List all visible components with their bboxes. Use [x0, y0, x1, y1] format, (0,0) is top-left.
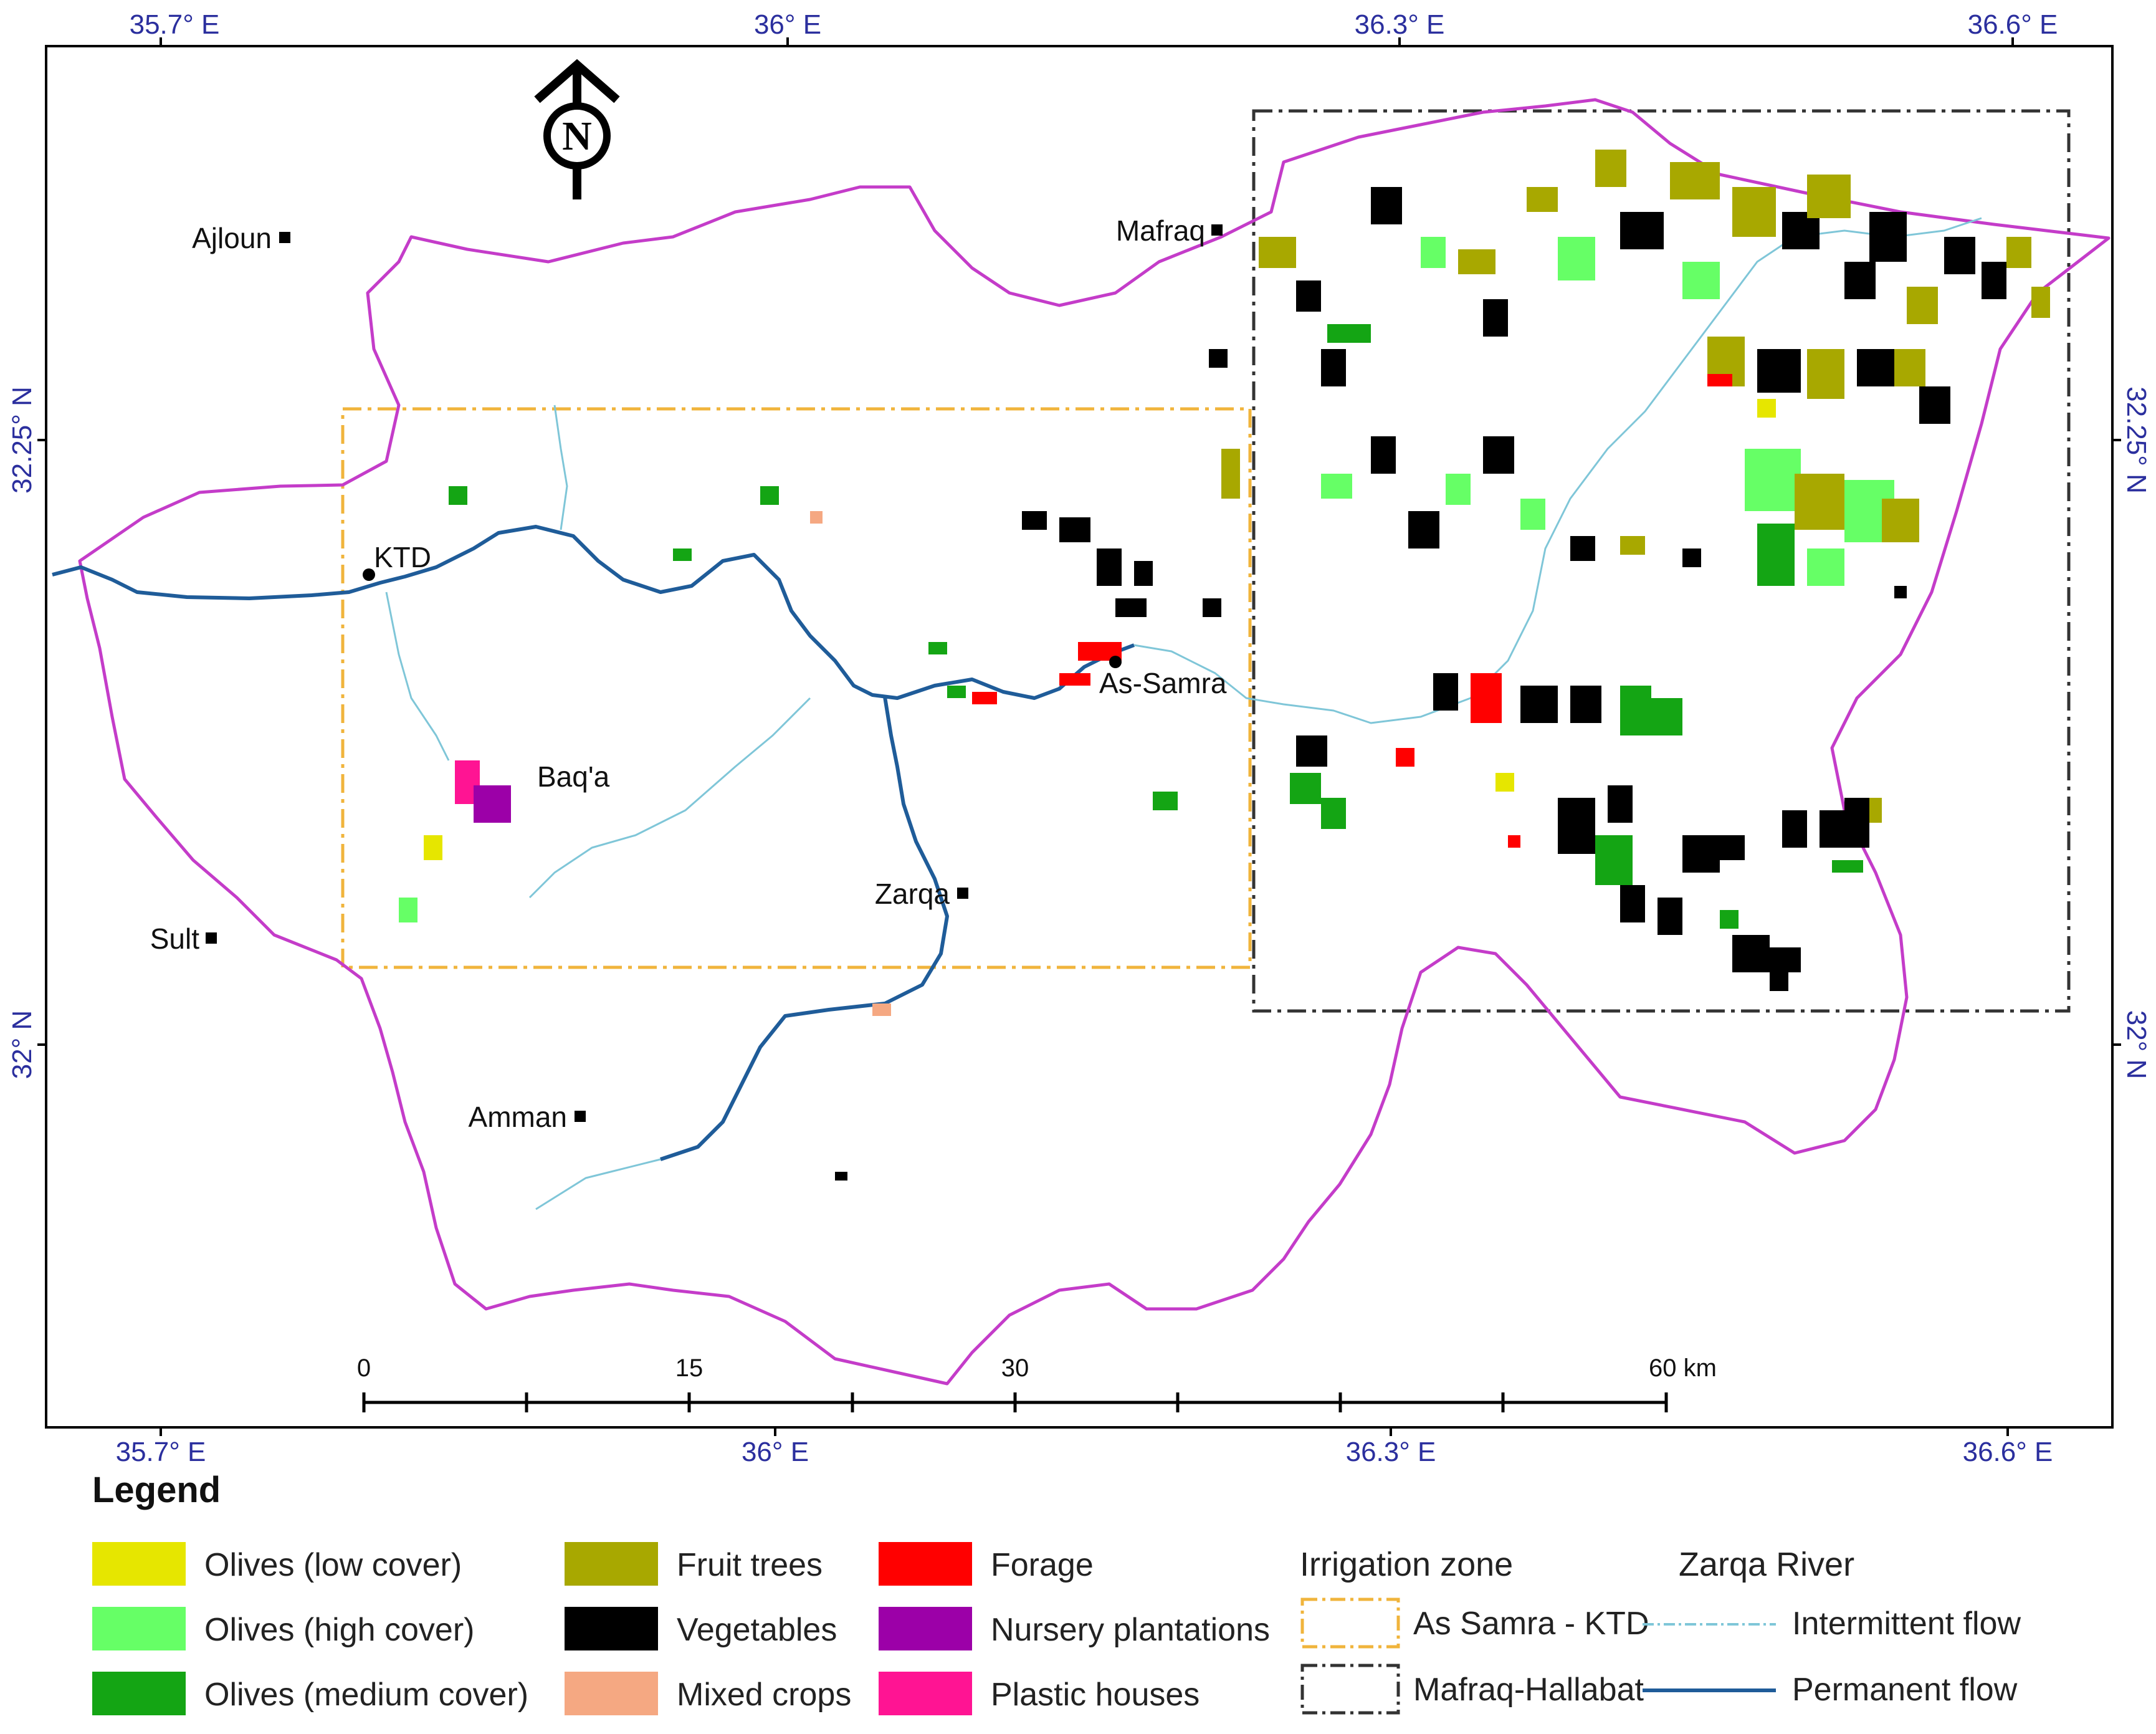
legend-swatch-forage [879, 1542, 972, 1586]
city-sult: Sult [150, 922, 217, 955]
legend-swatch-vegetables [565, 1607, 658, 1650]
city-as-samra: As-Samra [1099, 656, 1227, 699]
legend-title: Legend [92, 1470, 221, 1510]
city-mafraq-label: Mafraq [1116, 214, 1205, 247]
legend-heading-zarqa-river: Zarqa River [1679, 1546, 1854, 1583]
legend-swatch-olives-high [92, 1607, 186, 1650]
coord-bottom-3: 36.3° E [1346, 1437, 1436, 1467]
mafraq-hallabat-zone [1252, 109, 2071, 1013]
zarqa-intermittent-flow [385, 217, 1982, 1210]
legend-heading-irrigation-zone: Irrigation zone [1300, 1546, 1513, 1583]
coord-right-1: 32.25° N [2121, 386, 2152, 494]
legend-label-plastic-houses: Plastic houses [991, 1677, 1200, 1713]
legend-label-olives-low: Olives (low cover) [204, 1547, 462, 1583]
legend-swatch-as-samra-ktd [1300, 1597, 1400, 1649]
city-ajloun: Ajloun [192, 222, 290, 254]
scale-label-30: 30 [1001, 1354, 1029, 1382]
legend-label-vegetables: Vegetables [677, 1612, 837, 1648]
scale-label-60: 60 km [1649, 1354, 1717, 1382]
coord-bottom-1: 35.7° E [116, 1437, 206, 1467]
coord-left-2: 32° N [7, 1010, 37, 1080]
legend-label-as-samra-ktd: As Samra - KTD [1413, 1606, 1649, 1642]
coord-top-1: 35.7° E [130, 9, 220, 40]
city-amman: Amman [469, 1101, 586, 1133]
legend-label-forage: Forage [991, 1547, 1094, 1583]
legend-label-intermittent: Intermittent flow [1792, 1606, 2021, 1642]
legend-swatch-mixed-crops [565, 1672, 658, 1715]
city-zarqa-label: Zarqa [875, 878, 950, 910]
north-arrow-letter: N [562, 113, 592, 159]
north-arrow: N [534, 59, 620, 199]
city-ktd-label: KTD [374, 541, 431, 573]
scale-label-0: 0 [357, 1354, 371, 1382]
catchment-boundary [78, 98, 2111, 1386]
frame-ticks [37, 37, 2121, 1436]
crop-fields [399, 150, 2050, 1181]
coord-top-2: 36° E [754, 9, 821, 40]
city-as-samra-label: As-Samra [1099, 667, 1227, 699]
legend: Legend Olives (low cover) Olives (high c… [92, 1470, 2021, 1715]
city-amman-label: Amman [469, 1101, 567, 1133]
legend-swatch-olives-low [92, 1542, 186, 1586]
scale-label-15: 15 [675, 1354, 704, 1382]
scale-bar [362, 1392, 1668, 1412]
coord-bottom-4: 36.6° E [1963, 1437, 2053, 1467]
city-ajloun-label: Ajloun [192, 222, 272, 254]
legend-label-olives-high: Olives (high cover) [204, 1612, 474, 1648]
legend-swatch-fruit-trees [565, 1542, 658, 1586]
legend-label-permanent: Permanent flow [1792, 1672, 2018, 1708]
map-frame [45, 45, 2114, 1429]
zarqa-permanent-flow [52, 525, 1135, 1161]
city-ktd: KTD [363, 541, 431, 581]
legend-label-mixed-crops: Mixed crops [677, 1677, 851, 1713]
legend-swatch-plastic-houses [879, 1672, 972, 1715]
coord-top-3: 36.3° E [1355, 9, 1445, 40]
as-samra-ktd-zone [341, 407, 1252, 969]
city-mafraq: Mafraq [1116, 214, 1223, 247]
legend-swatch-nursery [879, 1607, 972, 1650]
coord-right-2: 32° N [2121, 1010, 2152, 1080]
legend-label-mafraq-hallabat: Mafraq-Hallabat [1413, 1672, 1644, 1708]
legend-label-fruit-trees: Fruit trees [677, 1547, 823, 1583]
city-zarqa: Zarqa [875, 878, 968, 910]
coord-top-4: 36.6° E [1968, 9, 2058, 40]
coord-left-1: 32.25° N [7, 386, 37, 494]
legend-label-nursery: Nursery plantations [991, 1612, 1270, 1648]
coord-bottom-2: 36° E [742, 1437, 809, 1467]
legend-swatch-mafraq-hallabat [1300, 1664, 1400, 1715]
legend-swatch-olives-medium [92, 1672, 186, 1715]
city-sult-label: Sult [150, 922, 199, 955]
city-baqa-label: Baq'a [537, 760, 610, 793]
legend-label-olives-medium: Olives (medium cover) [204, 1677, 528, 1713]
